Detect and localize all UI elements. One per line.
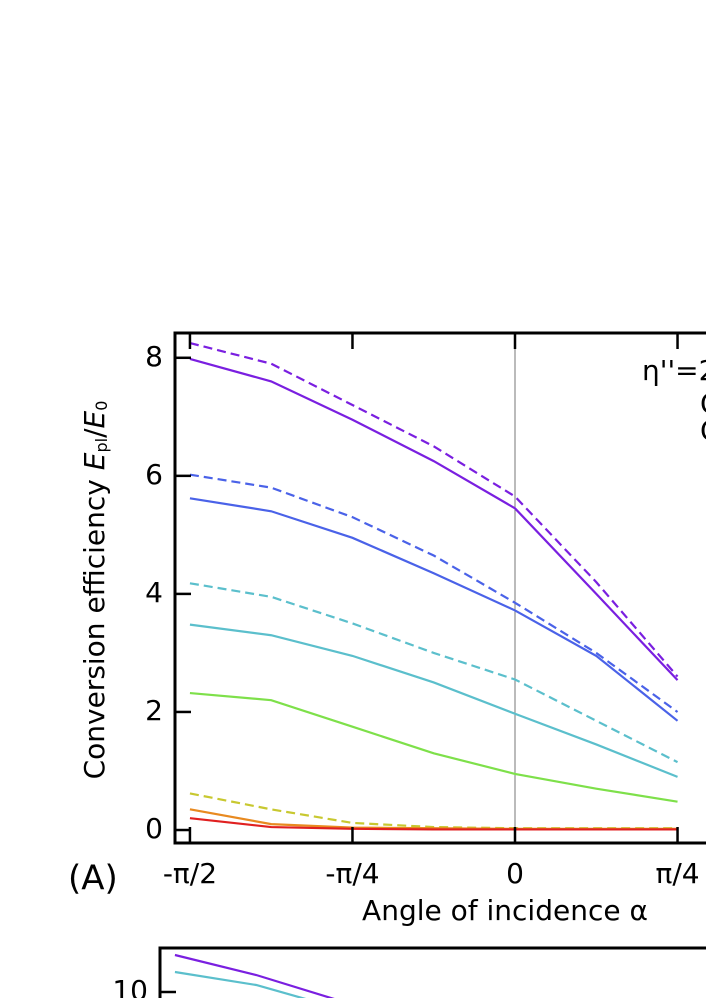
data-line [189, 582, 679, 764]
data-line [189, 497, 679, 722]
data-line [189, 817, 678, 831]
data-line [174, 970, 307, 998]
data-line [189, 623, 678, 778]
annotation: η''=2 [642, 354, 706, 387]
y-tick-label: 4 [145, 576, 163, 609]
y-axis-label: Conversion efficiency Epl/E0 [78, 401, 111, 780]
data-line [174, 953, 335, 998]
y-tick-label: 6 [145, 458, 163, 491]
data-line [189, 691, 678, 803]
y-tick-label: 2 [145, 694, 163, 727]
x-tick-label: -π/2 [163, 857, 217, 890]
x-axis-label: Angle of incidence α [362, 894, 648, 927]
x-tick-label: -π/4 [325, 857, 379, 890]
plot-frame [158, 946, 706, 998]
plot-frame [173, 331, 706, 845]
x-tick-label: 0 [506, 857, 524, 890]
panel-label: (A) [68, 859, 118, 899]
annotation: C [700, 387, 706, 420]
data-line [189, 341, 679, 678]
y-tick-label: 8 [145, 340, 163, 373]
annotation: C [700, 414, 706, 447]
y-tick-label: 0 [145, 812, 163, 845]
data-line [189, 473, 679, 713]
y-tick-label: 10 [112, 974, 148, 998]
data-line [189, 357, 679, 681]
x-tick-label: π/4 [655, 857, 699, 890]
